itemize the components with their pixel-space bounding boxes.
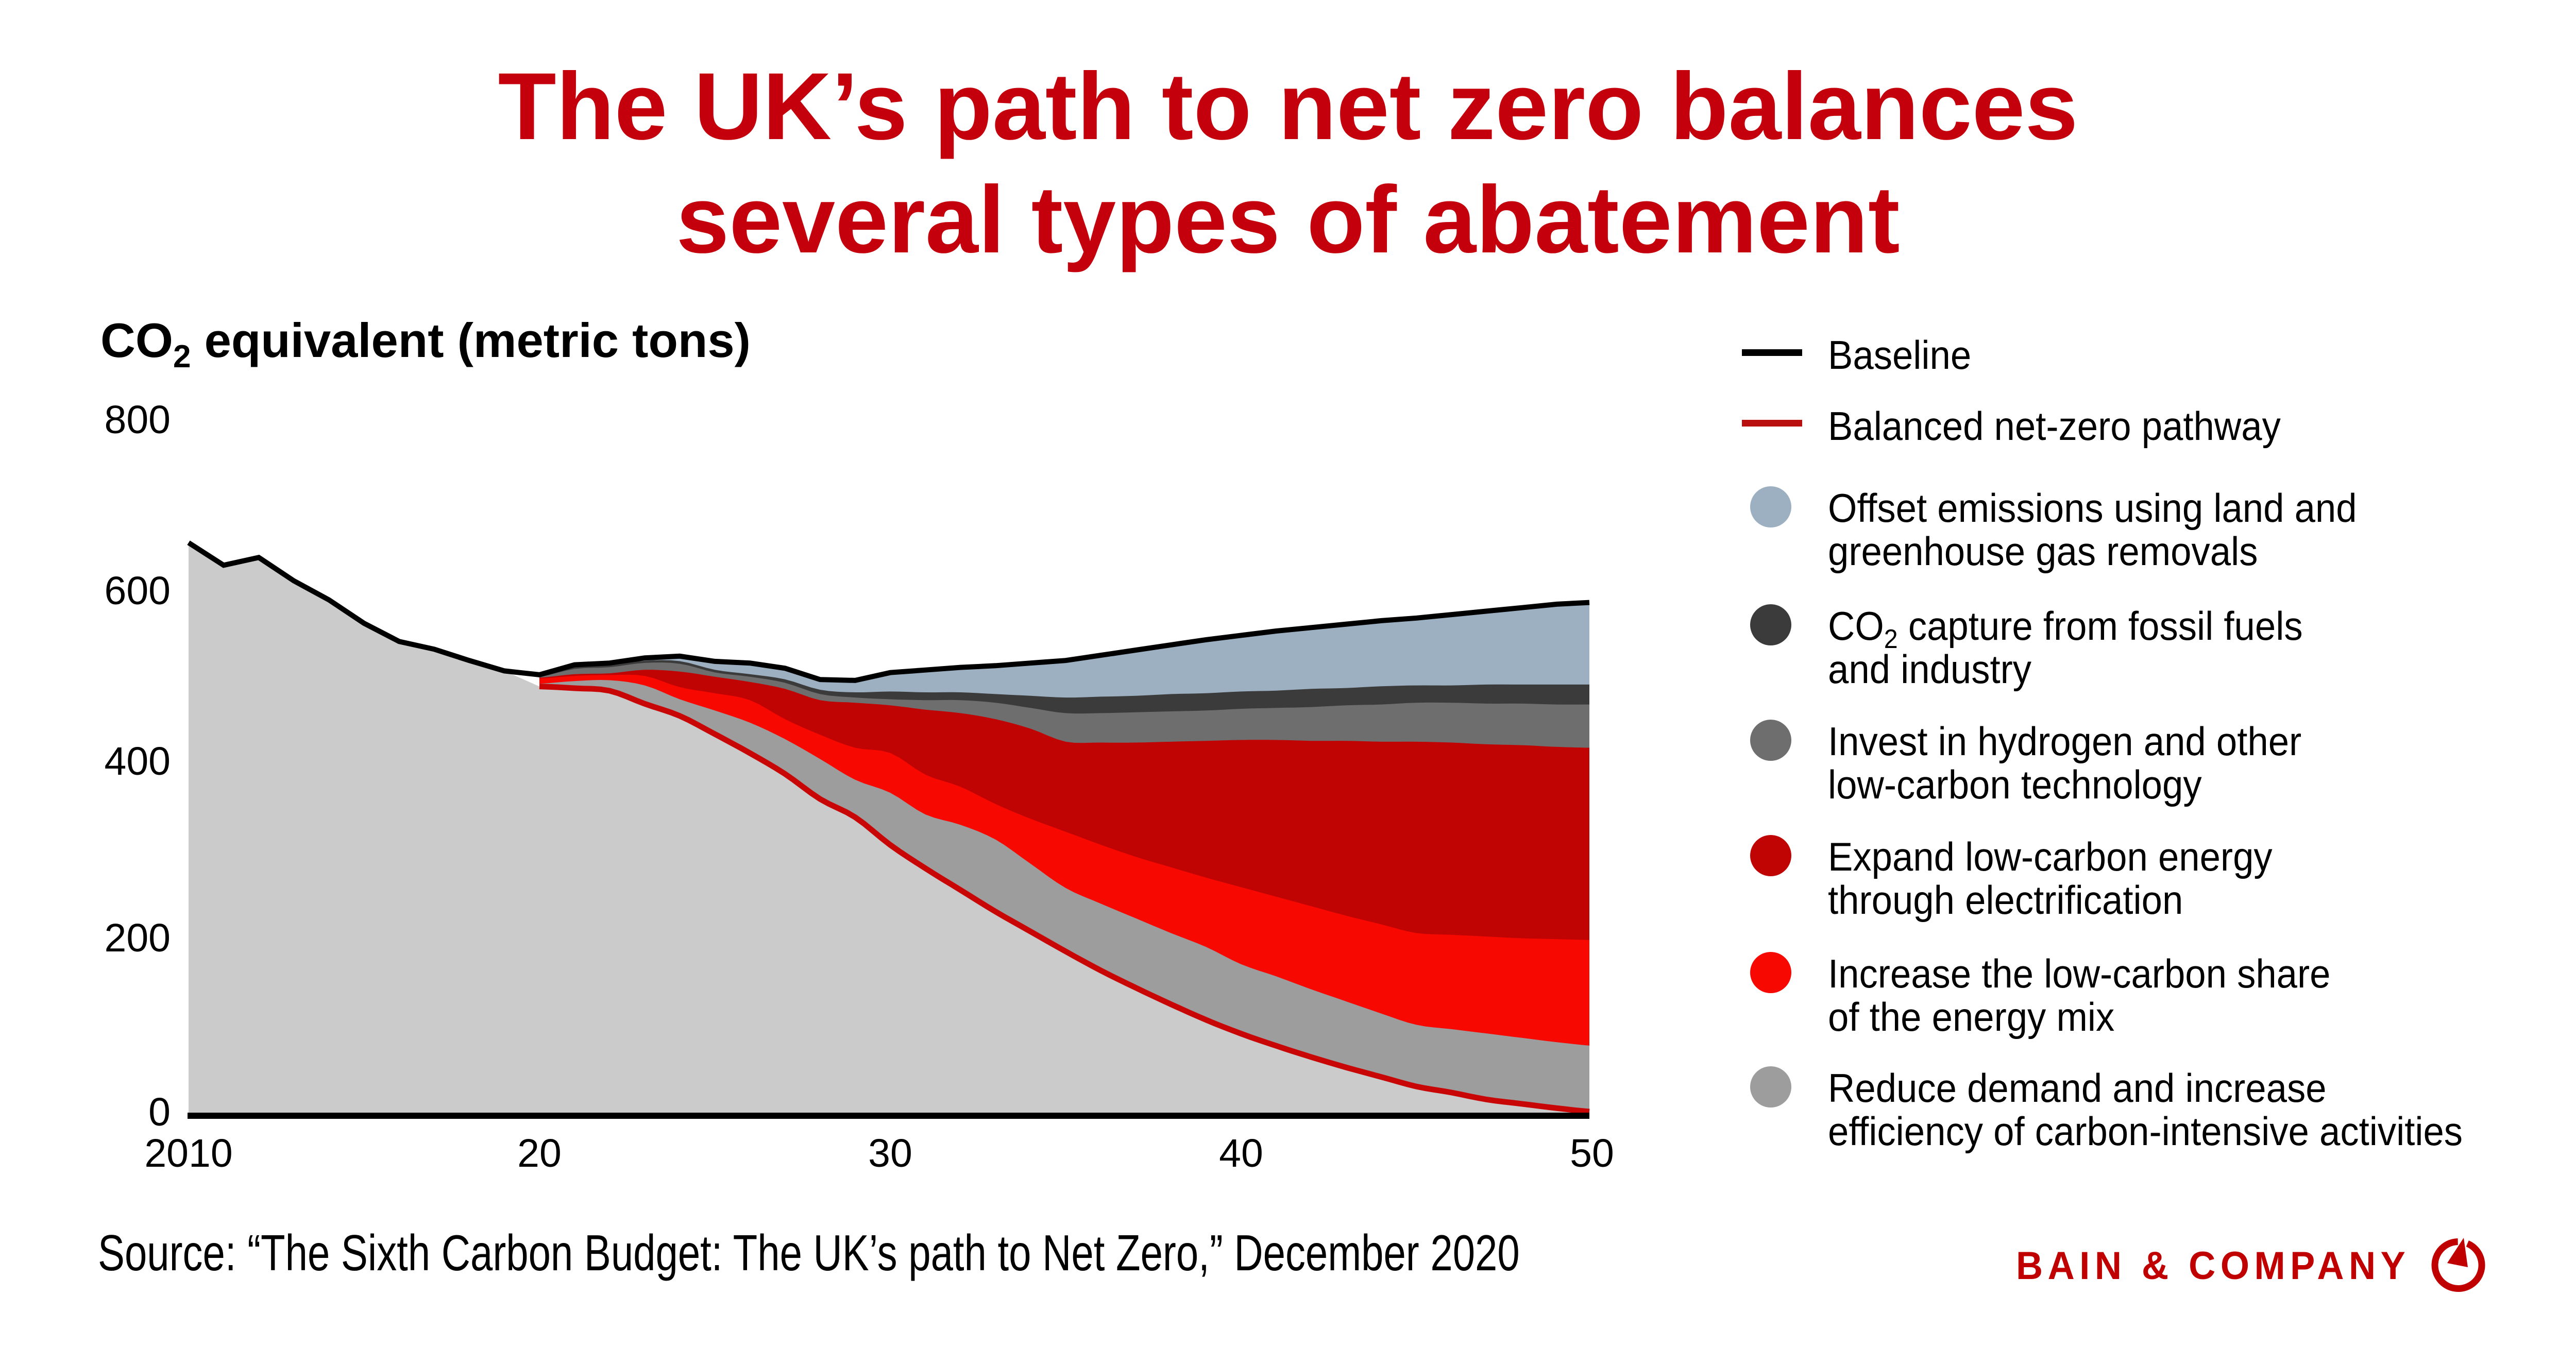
svg-text:Balanced net-zero pathway: Balanced net-zero pathway [1828, 404, 2281, 449]
svg-text:of the energy mix: of the energy mix [1828, 995, 2114, 1040]
svg-text:40: 40 [1219, 1131, 1263, 1175]
svg-text:Expand low-carbon energy: Expand low-carbon energy [1828, 834, 2273, 879]
svg-text:Source: “The Sixth Carbon Budg: Source: “The Sixth Carbon Budget: The UK… [98, 1224, 1520, 1281]
svg-text:Baseline: Baseline [1828, 333, 1971, 378]
svg-text:CO2 equivalent (metric tons): CO2 equivalent (metric tons) [100, 313, 751, 374]
svg-text:through electrification: through electrification [1828, 878, 2183, 923]
svg-text:20: 20 [517, 1131, 562, 1175]
svg-text:50: 50 [1570, 1131, 1614, 1175]
svg-text:600: 600 [105, 569, 171, 613]
svg-text:400: 400 [105, 739, 171, 783]
svg-text:BAIN & COMPANY: BAIN & COMPANY [2016, 1243, 2410, 1287]
svg-text:800: 800 [105, 398, 171, 442]
svg-text:30: 30 [868, 1131, 912, 1175]
svg-text:200: 200 [105, 916, 171, 960]
svg-text:CO2 capture from fossil fuels: CO2 capture from fossil fuels [1828, 604, 2303, 654]
svg-text:low-carbon technology: low-carbon technology [1828, 762, 2202, 807]
svg-text:greenhouse gas removals: greenhouse gas removals [1828, 529, 2258, 574]
svg-text:Offset emissions using land an: Offset emissions using land and [1828, 486, 2357, 531]
svg-text:efficiency of carbon-intensive: efficiency of carbon-intensive activitie… [1828, 1109, 2463, 1154]
svg-text:Increase the low-carbon share: Increase the low-carbon share [1828, 951, 2330, 996]
svg-text:2010: 2010 [144, 1131, 232, 1175]
svg-text:Invest in hydrogen and other: Invest in hydrogen and other [1828, 719, 2301, 764]
svg-text:The UK’s path to net zero bala: The UK’s path to net zero balances [498, 54, 2078, 160]
svg-text:several types of abatement: several types of abatement [676, 167, 1900, 273]
svg-text:Reduce demand and increase: Reduce demand and increase [1828, 1066, 2327, 1111]
svg-text:and industry: and industry [1828, 647, 2031, 692]
svg-text:0: 0 [148, 1090, 171, 1134]
